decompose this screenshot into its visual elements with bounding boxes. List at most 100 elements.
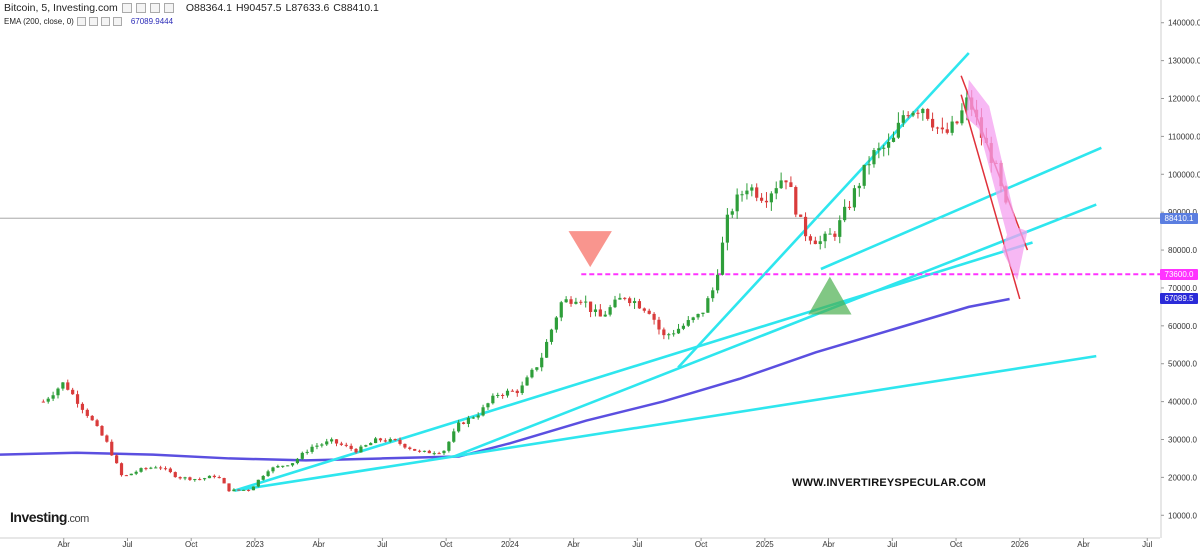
candle-body [134,471,138,474]
x-tick-label: 2024 [501,540,519,548]
candle-body [906,115,910,117]
close-icon[interactable] [149,3,160,13]
candle-body [554,317,558,330]
candle-body [608,307,612,315]
candle-body [559,302,563,318]
x-tick-label: Oct [185,540,198,548]
candle-body [725,214,729,243]
candle-body [525,377,529,386]
candle-body [833,233,837,237]
candle-body [813,240,817,245]
x-tick-label: Jul [122,540,132,548]
candle-body [61,382,65,389]
candle-body [515,390,519,394]
candle-body [637,301,642,309]
candle-body [896,122,900,138]
candle-body [364,445,368,447]
candle-body [403,443,407,448]
candle-body [676,328,681,334]
candle-body [779,180,783,189]
candle-body [310,446,314,452]
y-tick-label: 40000.0 [1168,398,1197,407]
candle-body [735,194,739,212]
candle-body [105,435,109,442]
sell-triangle-icon [568,231,612,268]
watermark: WWW.INVERTIREYSPECULAR.COM [792,477,987,489]
candle-body [271,467,275,472]
candle-body [80,403,85,410]
candle-body [579,301,583,303]
candle-body [427,450,431,454]
candle-body [246,489,251,491]
brand-suffix: .com [66,513,89,525]
candle-body [808,236,813,241]
candle-body [266,471,270,476]
indicator-more-icon[interactable] [112,17,122,26]
candle-body [75,394,80,404]
indicator-visibility-icon[interactable] [88,17,98,26]
candle-body [388,439,392,442]
y-tick-label: 110000.0 [1168,132,1200,141]
candle-body [457,422,461,432]
x-tick-label: 2025 [756,540,774,548]
candle-body [930,118,935,128]
candle-body [584,301,588,303]
candle-body [623,297,627,299]
candle-body [535,367,539,370]
candle-body [965,97,969,111]
candle-body [354,448,358,453]
candle-body [242,489,246,491]
y-tick-label: 50000.0 [1168,360,1197,369]
candle-body [588,301,593,312]
candle-body [818,241,822,245]
trendline [453,203,1097,458]
candle-body [149,467,153,469]
brand-logo: Investing.com [10,509,89,525]
x-tick-label: 2023 [246,540,264,548]
candle-body [276,466,280,468]
candle-body [686,320,690,326]
candle-body [476,415,480,418]
candle-body [564,299,568,303]
candle-body [339,443,343,445]
candle-body [110,441,114,456]
candle-body [46,398,50,402]
candle-body [667,334,671,336]
candle-body [71,389,75,395]
price-tag: 88410.1 [1160,212,1198,224]
visibility-icon[interactable] [135,3,146,13]
trendline [677,52,970,369]
x-tick-label: Abr [58,540,71,548]
candle-body [945,129,949,133]
candle-body [711,290,715,299]
candle-body [466,417,471,424]
candle-body [901,115,905,123]
candle-body [955,121,959,124]
more-icon[interactable] [163,3,174,13]
candle-body [256,479,260,487]
candle-body [159,467,163,469]
candle-body [960,110,964,124]
candle-body [232,489,236,492]
candle-body [520,385,524,394]
candle-body [530,369,534,378]
indicator-close-icon[interactable] [100,17,110,26]
y-tick-label: 20000.0 [1168,473,1197,482]
candle-body [168,468,172,473]
candle-body [378,438,383,441]
candle-body [794,187,798,215]
indicator-settings-icon[interactable] [76,17,86,26]
candle-body [706,298,710,313]
x-tick-label: 2026 [1011,540,1029,548]
y-tick-label: 100000.0 [1168,170,1200,179]
trendline [234,354,1097,492]
price-tag: 67089.5 [1160,293,1198,305]
candle-body [432,453,436,455]
settings-icon[interactable] [121,3,132,13]
candle-body [838,220,842,237]
y-tick-label: 10000.0 [1168,511,1197,520]
candle-body [618,297,622,300]
candle-body [720,242,725,275]
